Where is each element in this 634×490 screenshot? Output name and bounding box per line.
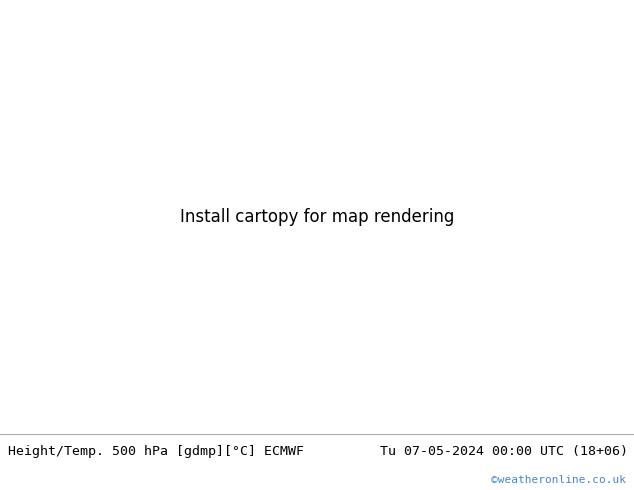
Text: Height/Temp. 500 hPa [gdmp][°C] ECMWF: Height/Temp. 500 hPa [gdmp][°C] ECMWF [8,445,304,458]
Text: Tu 07-05-2024 00:00 UTC (18+06): Tu 07-05-2024 00:00 UTC (18+06) [380,445,628,458]
Text: Install cartopy for map rendering: Install cartopy for map rendering [180,208,454,226]
Text: ©weatheronline.co.uk: ©weatheronline.co.uk [491,475,626,485]
